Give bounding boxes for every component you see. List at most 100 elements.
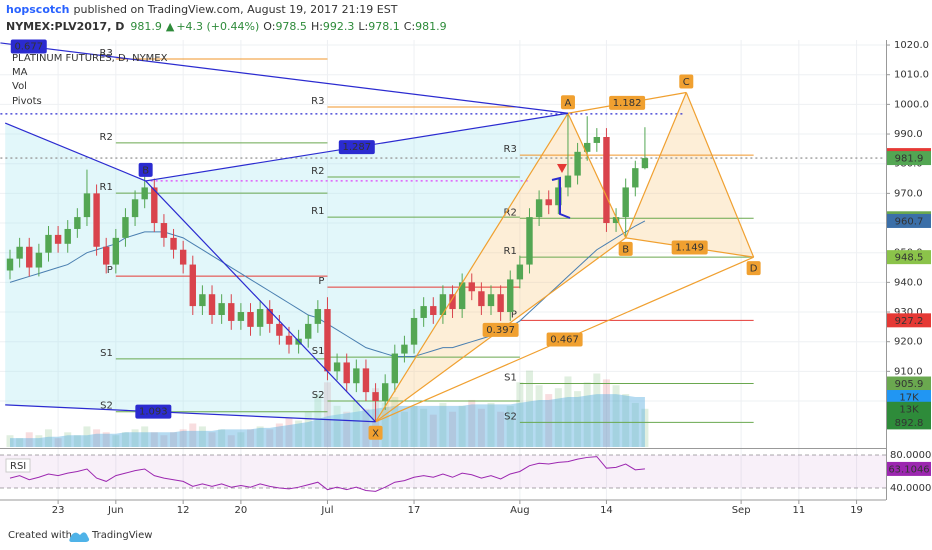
volume-bar [285, 417, 293, 447]
volume-bar [189, 423, 197, 447]
volume-bar [54, 438, 62, 447]
footer-brand[interactable]: TradingView [91, 530, 152, 541]
ohlc-label: H: [311, 20, 323, 33]
pattern-fill [625, 92, 754, 258]
candle-body [410, 317, 418, 345]
price-badge [887, 376, 931, 391]
volume-bar [198, 426, 206, 447]
candle-body [151, 187, 158, 224]
ohlc-label: L: [358, 20, 368, 33]
y-tick-label: 940.0 [894, 277, 923, 288]
candle-body [6, 258, 14, 271]
volume-bar [506, 405, 514, 447]
candle-body [237, 312, 245, 321]
candle-body [54, 234, 62, 244]
y-tick-label: 920.0 [894, 337, 923, 348]
pivot-label: R2 [504, 207, 517, 218]
pivot-label: S2 [100, 401, 113, 412]
pattern-edge [567, 113, 627, 239]
volume-bar [266, 429, 274, 447]
candle-body [343, 362, 350, 384]
volume-badge-text: 13K [899, 404, 919, 415]
candle-body [64, 228, 71, 244]
volume-bar [150, 432, 158, 447]
plot: 23 Jun 12 20 Jul 17 Aug 14 Sep 11 19 R3 R2 R1 P S1 S2 R3 R… [0, 39, 932, 516]
volume-bar [333, 405, 341, 447]
ohlc-label: C: [404, 20, 415, 33]
candle-body [458, 282, 466, 310]
ratio-label: 0.397 [486, 325, 515, 336]
candle-body [468, 282, 475, 292]
candle-body [208, 294, 216, 315]
volume-bar [400, 411, 408, 447]
candle-body [430, 306, 437, 315]
pivot-label: P [107, 265, 113, 276]
volume-bar [25, 432, 33, 447]
volume-bar [593, 373, 601, 447]
ratio-box [338, 140, 375, 155]
point-box [560, 95, 575, 110]
pattern-edge [4, 122, 146, 182]
x-tick-label: Jul [320, 505, 333, 516]
price-badge-text: 927.2 [895, 316, 924, 327]
candle-body [593, 137, 601, 143]
volume-bar [352, 399, 360, 447]
volume-bar [612, 385, 620, 447]
candle-body [622, 187, 629, 218]
volume-bar [362, 408, 370, 447]
candle-body [26, 246, 33, 268]
volume-bar [420, 408, 428, 447]
candle-body [247, 312, 254, 327]
volume-bar [631, 402, 639, 447]
candle-body [314, 309, 322, 324]
volume-bar [410, 405, 418, 447]
volume-bar [545, 394, 553, 447]
price-badge [887, 250, 931, 265]
volume-bar [131, 429, 139, 447]
pivot-label: S2 [504, 411, 517, 422]
candle-body [545, 199, 552, 206]
candle-body [381, 383, 389, 402]
candle-body [632, 168, 639, 188]
volume-bar [323, 382, 331, 447]
ohlc-value: 981.9 [415, 20, 447, 33]
ratio-box [671, 240, 708, 255]
pattern-fill [145, 113, 568, 422]
volume-bar [449, 411, 457, 447]
ratio-box [135, 404, 172, 419]
volume-bar [622, 394, 630, 447]
volume-bar [247, 429, 255, 447]
pivot-label: P [318, 276, 324, 287]
y-tick-label: 930.0 [894, 307, 923, 318]
price-badge-text: 981.9 [895, 154, 924, 165]
volume-bar [487, 402, 495, 447]
point-label: A [565, 98, 572, 109]
pivot-label: S1 [312, 346, 325, 357]
pivot-label: R1 [311, 206, 324, 217]
legend-item[interactable]: Pivots [12, 96, 42, 107]
point-box [746, 261, 761, 276]
legend-item[interactable]: MA [12, 67, 28, 78]
x-tick-label: Sep [732, 505, 751, 516]
volume-bar [6, 435, 14, 447]
arrow: ▲ [166, 20, 175, 33]
pattern-edge [5, 404, 376, 423]
ratio-label: 1.093 [139, 407, 168, 418]
volume-bar [160, 435, 168, 447]
candle-body [516, 264, 524, 280]
point-label: B [622, 244, 629, 255]
candle-body [564, 175, 572, 188]
volume-bar [93, 429, 101, 447]
y-tick-label: 990.0 [894, 129, 923, 140]
candle-body [487, 294, 495, 307]
author[interactable]: hopscotch [6, 3, 70, 16]
candle-body [228, 303, 235, 321]
legend-item[interactable]: Vol [12, 81, 27, 92]
pattern-edge [685, 92, 755, 258]
candle-body [478, 291, 485, 307]
pattern-edge [625, 92, 687, 239]
volume-bar [64, 432, 72, 447]
rsi-badge [887, 461, 931, 476]
candle-body [160, 223, 168, 238]
candle-body [256, 309, 264, 327]
